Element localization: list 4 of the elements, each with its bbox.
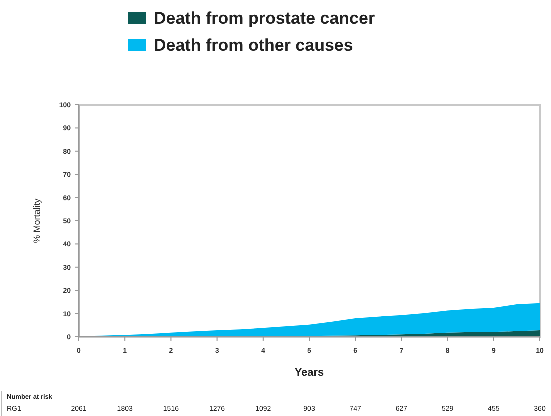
legend-label: Death from other causes [154, 36, 354, 55]
y-axis-title: % Mortality [32, 198, 42, 244]
x-axis-title: Years [294, 367, 324, 379]
legend-label: Death from prostate cancer [154, 9, 376, 28]
